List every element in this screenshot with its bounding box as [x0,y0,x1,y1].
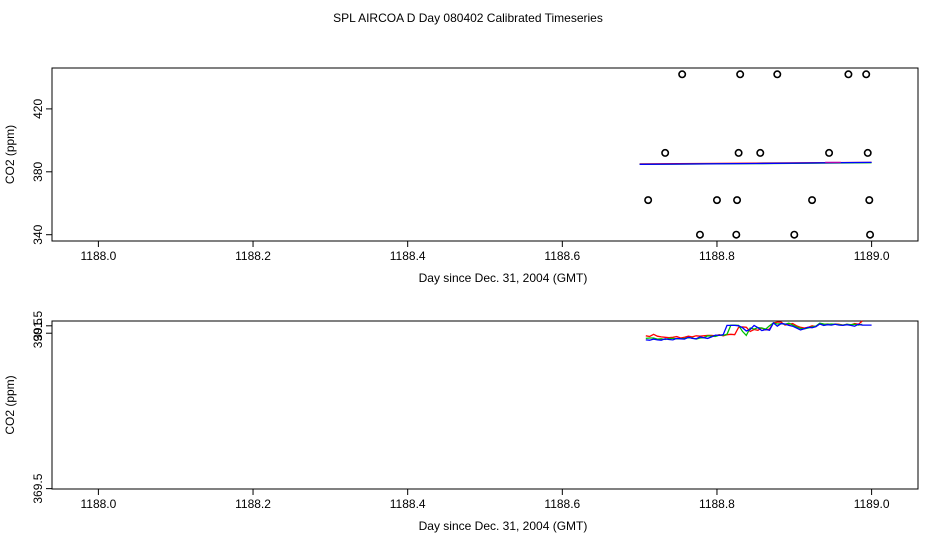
data-point [756,148,765,157]
data-point [773,70,782,79]
x-tick-label: 1188.4 [390,497,426,511]
y-tick-label: 391.5 [31,310,45,340]
data-point [678,70,687,79]
data-point [734,148,743,157]
data-point [866,230,875,239]
x-tick-label: 1189.0 [854,497,890,511]
series-line [645,321,872,341]
y-tick-label: 390.5 [31,318,45,348]
chart-title: SPL AIRCOA D Day 080402 Calibrated Times… [333,11,603,25]
data-point [865,196,874,205]
data-point [695,230,704,239]
plot-frame [51,320,919,490]
data-point [808,196,817,205]
x-tick-label: 1188.0 [80,497,116,511]
data-point [862,70,871,79]
data-point [733,196,742,205]
y-tick-label: 380 [31,161,45,181]
data-point [661,148,670,157]
plot-frame [51,67,919,242]
data-point [736,70,745,79]
x-tick-label: 1188.8 [699,249,735,263]
x-tick-label: 1188.6 [544,497,580,511]
data-point [644,196,653,205]
data-point [863,148,872,157]
y-axis-label: CO2 (ppm) [3,375,17,434]
y-axis-label: CO2 (ppm) [3,125,17,184]
data-point [712,196,721,205]
data-point [732,230,741,239]
y-tick-label: 340 [31,224,45,244]
x-axis-label: Day since Dec. 31, 2004 (GMT) [419,271,588,285]
top-panel: 1188.0 1188.2 1188.4 1188.6 1188.8 1189.0 340 3… [3,67,919,285]
x-tick-label: 1188.8 [699,497,735,511]
x-tick-label: 1188.2 [235,249,271,263]
x-tick-label: 1188.0 [80,249,116,263]
y-tick-label: 420 [31,99,45,119]
x-axis-label: Day since Dec. 31, 2004 (GMT) [419,519,588,533]
bottom-panel: 1188.0 1188.2 1188.4 1188.6 1188.8 1189.0 369.… [3,310,919,533]
y-tick-label: 369.5 [31,473,45,503]
x-tick-label: 1188.2 [235,497,271,511]
data-point [844,70,853,79]
x-tick-label: 1189.0 [854,249,890,263]
x-tick-label: 1188.6 [544,249,580,263]
data-point [825,148,834,157]
x-tick-label: 1188.4 [390,249,426,263]
data-point [790,230,799,239]
